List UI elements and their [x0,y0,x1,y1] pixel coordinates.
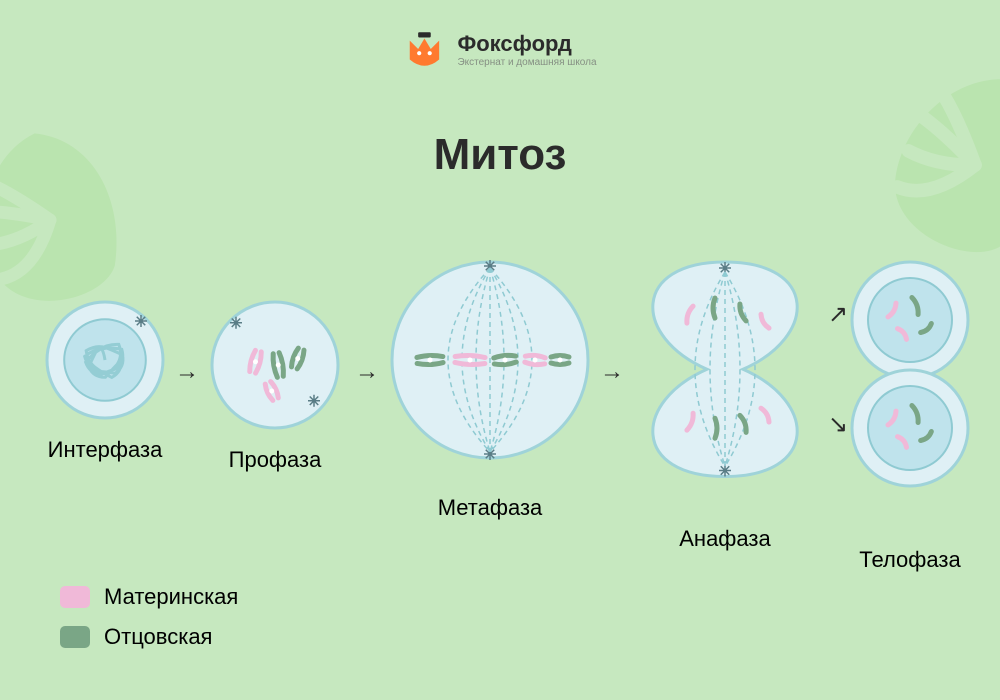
telophase-cell-icon [850,260,970,488]
interphase-cell-icon [45,300,165,420]
brand-name: Фоксфорд [457,31,596,57]
flow-arrow-icon: → [600,358,624,386]
legend: Материнская Отцовская [60,584,238,650]
legend-label: Материнская [104,584,238,610]
stage-prophase: Профаза [210,300,340,473]
stage-label: Профаза [210,447,340,473]
leaf-decor [0,108,146,333]
stage-label: Телофаза [850,547,970,573]
stage-label: Метафаза [390,495,590,521]
metaphase-cell-icon [390,260,590,460]
legend-swatch [60,626,90,648]
legend-item: Отцовская [60,624,238,650]
flow-arrow-icon: ↗ [828,300,848,329]
stage-anaphase: Анафаза [630,260,820,552]
flow-arrow-icon: ↘ [828,410,848,439]
legend-item: Материнская [60,584,238,610]
brand-tagline: Экстернат и домашняя школа [457,57,596,68]
flow-arrow-icon: → [175,358,199,386]
legend-swatch [60,586,90,608]
anaphase-cell-icon [630,260,820,479]
stage-telophase: Телофаза [850,260,970,573]
stage-label: Интерфаза [45,437,165,463]
flow-arrow-icon: → [355,358,379,386]
fox-logo-icon [403,28,445,70]
stage-label: Анафаза [630,526,820,552]
brand-header: ФоксфордЭкстернат и домашняя школа [403,28,596,70]
prophase-cell-icon [210,300,340,430]
legend-label: Отцовская [104,624,212,650]
diagram-title: Митоз [434,130,567,180]
leaf-decor [854,34,1000,296]
stage-metaphase: Метафаза [390,260,590,521]
stage-interphase: Интерфаза [45,300,165,463]
